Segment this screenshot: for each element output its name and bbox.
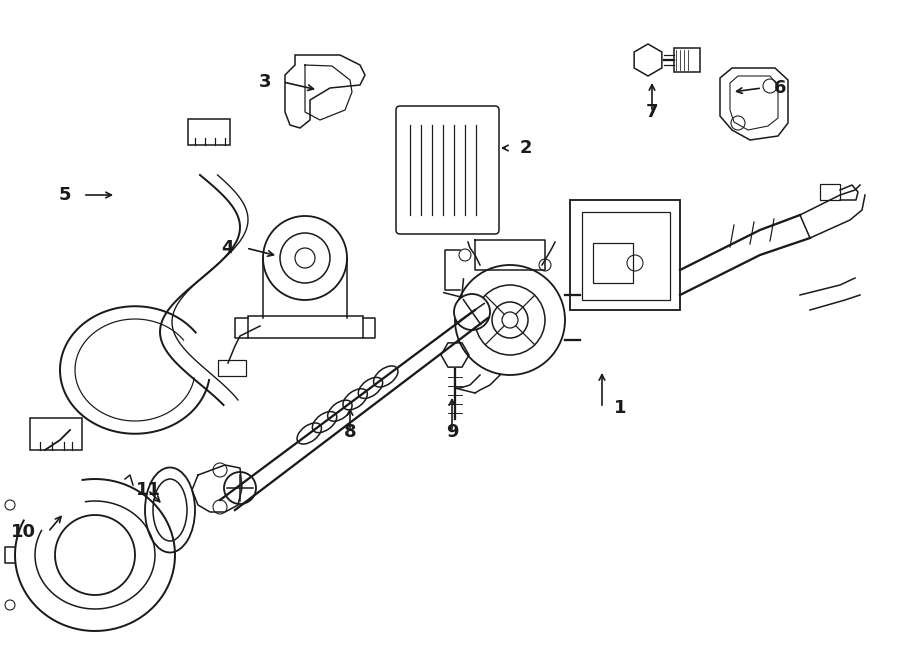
Text: 3: 3 [258,73,271,91]
Text: 1: 1 [614,399,626,417]
Text: 9: 9 [446,423,458,441]
Text: 2: 2 [520,139,533,157]
Text: 7: 7 [646,103,658,121]
Text: 10: 10 [11,523,36,541]
Circle shape [224,472,256,504]
Text: 8: 8 [344,423,356,441]
Circle shape [454,294,490,330]
Text: 6: 6 [774,79,787,97]
Text: 4: 4 [221,239,234,257]
Text: 5: 5 [58,186,71,204]
Text: 11: 11 [136,481,160,499]
